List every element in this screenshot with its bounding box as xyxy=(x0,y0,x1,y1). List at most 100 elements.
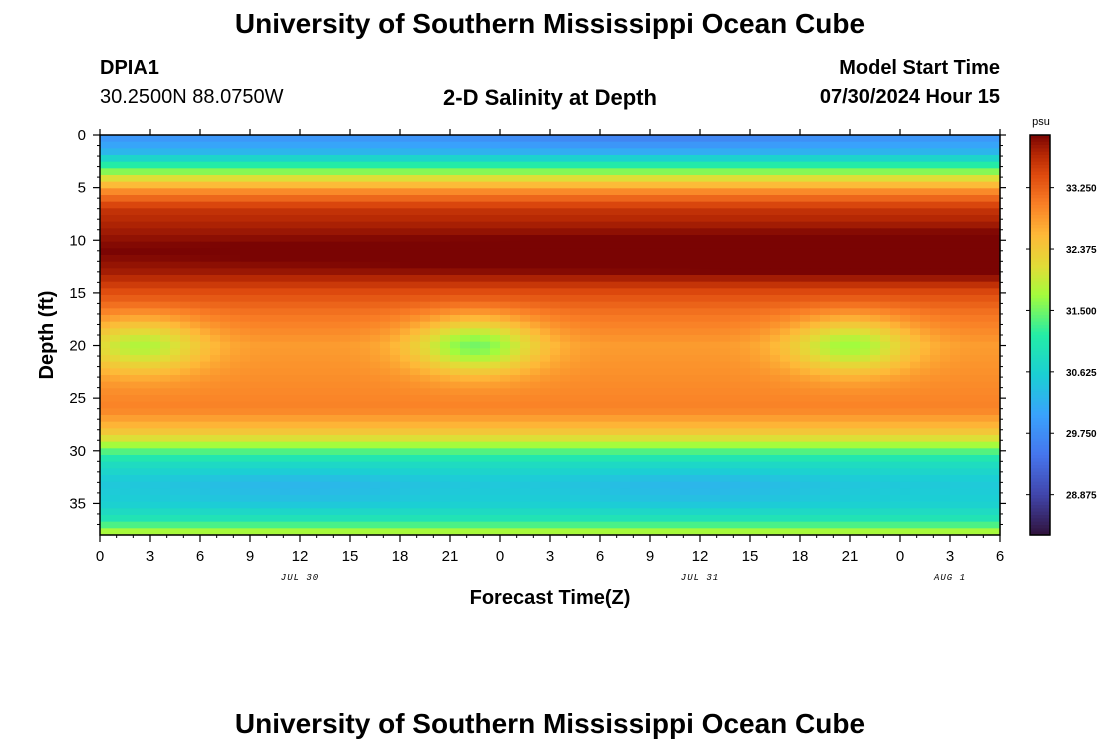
heat-cell xyxy=(380,468,391,476)
heat-cell xyxy=(240,368,251,376)
heat-cell xyxy=(570,135,581,143)
heat-cell xyxy=(830,361,841,369)
heat-cell xyxy=(490,381,501,389)
heat-cell xyxy=(460,481,471,489)
heat-cell xyxy=(970,295,981,303)
heat-cell xyxy=(290,221,301,229)
heat-cell xyxy=(720,381,731,389)
heat-cell xyxy=(240,308,251,316)
heat-cell xyxy=(340,161,351,169)
heat-cell xyxy=(260,481,271,489)
heat-cell xyxy=(400,421,411,429)
heat-cell xyxy=(790,288,801,296)
heat-cell xyxy=(740,475,751,483)
heat-cell xyxy=(330,181,341,189)
heat-cell xyxy=(290,368,301,376)
heat-cell xyxy=(500,208,511,216)
heat-cell xyxy=(180,155,191,163)
heat-cell xyxy=(650,268,661,276)
heat-cell xyxy=(270,355,281,363)
heat-cell xyxy=(580,401,591,409)
heat-cell xyxy=(510,201,521,209)
heat-cell xyxy=(350,321,361,329)
heat-cell xyxy=(770,175,781,183)
heat-cell xyxy=(250,335,261,343)
heat-cell xyxy=(880,495,891,503)
heat-cell xyxy=(620,495,631,503)
heat-cell xyxy=(330,481,341,489)
heat-cell xyxy=(530,188,541,196)
heat-cell xyxy=(480,175,491,183)
heat-cell xyxy=(700,235,711,243)
heat-cell xyxy=(780,175,791,183)
heat-cell xyxy=(590,295,601,303)
heat-cell xyxy=(250,388,261,396)
heat-cell xyxy=(890,408,901,416)
heat-cell xyxy=(500,375,511,383)
heat-cell xyxy=(860,421,871,429)
heat-cell xyxy=(950,215,961,223)
heat-cell xyxy=(690,221,701,229)
heat-cell xyxy=(500,235,511,243)
heat-cell xyxy=(170,461,181,469)
heat-cell xyxy=(880,335,891,343)
heat-cell xyxy=(770,355,781,363)
heat-cell xyxy=(530,488,541,496)
heat-cell xyxy=(890,301,901,309)
heat-cell xyxy=(540,435,551,443)
heat-cell xyxy=(160,488,171,496)
heat-cell xyxy=(810,335,821,343)
heat-cell xyxy=(290,468,301,476)
heat-cell xyxy=(620,168,631,176)
heat-cell xyxy=(940,368,951,376)
heat-cell xyxy=(680,181,691,189)
heat-cell xyxy=(800,495,811,503)
heat-cell xyxy=(740,135,751,143)
heat-cell xyxy=(470,475,481,483)
heat-cell xyxy=(750,348,761,356)
heat-cell xyxy=(120,441,131,449)
heat-cell xyxy=(430,135,441,143)
heat-cell xyxy=(680,168,691,176)
heat-cell xyxy=(990,148,1001,156)
heat-cell xyxy=(310,375,321,383)
heat-cell xyxy=(480,195,491,203)
heat-cell xyxy=(250,321,261,329)
heat-cell xyxy=(950,495,961,503)
heat-cell xyxy=(290,335,301,343)
heat-cell xyxy=(330,501,341,509)
heat-cell xyxy=(660,315,671,323)
heat-cell xyxy=(160,481,171,489)
heat-cell xyxy=(970,461,981,469)
heat-cell xyxy=(310,368,321,376)
heat-cell xyxy=(790,428,801,436)
heat-cell xyxy=(820,348,831,356)
heat-cell xyxy=(640,321,651,329)
heat-cell xyxy=(360,481,371,489)
heat-cell xyxy=(690,428,701,436)
heat-cell xyxy=(160,461,171,469)
heat-cell xyxy=(670,441,681,449)
heat-cell xyxy=(870,421,881,429)
heat-cell xyxy=(990,401,1001,409)
heat-cell xyxy=(570,181,581,189)
heat-cell xyxy=(160,268,171,276)
heat-cell xyxy=(650,448,661,456)
heat-cell xyxy=(520,408,531,416)
heat-cell xyxy=(580,288,591,296)
heat-cell xyxy=(970,281,981,289)
heat-cell xyxy=(260,281,271,289)
heat-cell xyxy=(440,241,451,249)
heat-cell xyxy=(770,415,781,423)
heat-cell xyxy=(350,135,361,143)
heat-cell xyxy=(660,235,671,243)
heat-cell xyxy=(350,241,361,249)
heat-cell xyxy=(250,361,261,369)
heat-cell xyxy=(520,468,531,476)
heat-cell xyxy=(810,355,821,363)
heat-cell xyxy=(950,441,961,449)
heat-cell xyxy=(340,255,351,263)
heat-cell xyxy=(240,255,251,263)
heat-cell xyxy=(960,208,971,216)
heat-cell xyxy=(610,248,621,256)
